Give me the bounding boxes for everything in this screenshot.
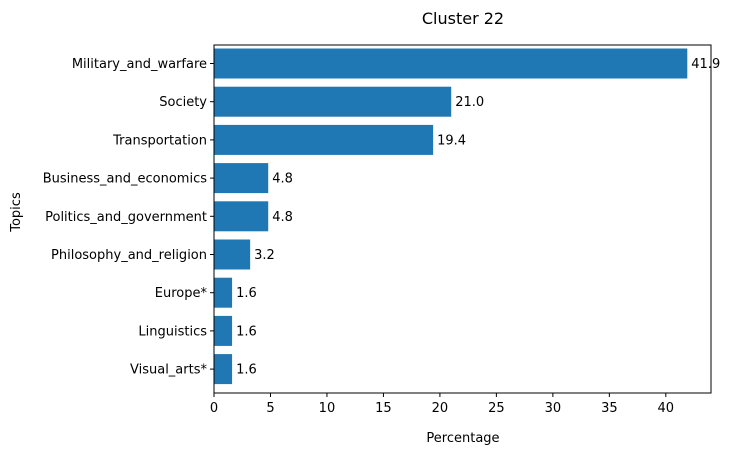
bar-value-label: 19.4 xyxy=(437,133,466,148)
bar-value-label: 1.6 xyxy=(236,324,257,339)
bar-value-label: 21.0 xyxy=(455,95,484,110)
y-tick-label: Society xyxy=(159,95,207,110)
bar-value-label: 4.8 xyxy=(272,210,293,225)
y-axis-label: Topics xyxy=(9,192,24,233)
y-tick-label: Philosophy_and_religion xyxy=(51,248,207,263)
y-tick-label: Europe* xyxy=(155,286,208,301)
y-tick-label: Business_and_economics xyxy=(43,172,207,187)
bar xyxy=(214,124,434,155)
bar-value-label: 3.2 xyxy=(254,248,275,263)
x-tick-label: 5 xyxy=(266,401,274,416)
y-tick-label: Politics_and_government xyxy=(45,210,207,225)
bar xyxy=(214,315,233,346)
x-tick-label: 20 xyxy=(432,401,449,416)
x-tick-label: 30 xyxy=(545,401,562,416)
plot-frame xyxy=(213,44,712,394)
x-tick-label: 25 xyxy=(488,401,505,416)
bar-value-label: 1.6 xyxy=(236,286,257,301)
x-tick-label: 35 xyxy=(601,401,618,416)
value-labels-layer: 41.9 21.0 19.4 4.8 4.8 3.2 1.6 1.6 1.6 xyxy=(236,57,720,378)
bar xyxy=(214,48,688,79)
x-axis: 0 5 10 15 20 25 30 35 40 xyxy=(210,393,674,416)
bar xyxy=(214,163,269,194)
y-axis: Military_and_warfare Society Transportatio… xyxy=(43,57,214,378)
bar xyxy=(214,86,452,117)
y-tick-label: Visual_arts* xyxy=(130,363,207,378)
bar xyxy=(214,277,233,308)
bar-value-label: 41.9 xyxy=(691,57,720,72)
chart-title: Cluster 22 xyxy=(422,9,504,28)
bar xyxy=(214,239,251,270)
bar-value-label: 4.8 xyxy=(272,172,293,187)
y-tick-label: Linguistics xyxy=(138,324,207,339)
y-tick-label: Military_and_warfare xyxy=(72,57,207,72)
y-tick-label: Transportation xyxy=(112,133,207,148)
x-tick-label: 40 xyxy=(658,401,675,416)
x-tick-label: 10 xyxy=(319,401,336,416)
bar xyxy=(214,354,233,385)
x-tick-label: 0 xyxy=(210,401,218,416)
bar-value-label: 1.6 xyxy=(236,363,257,378)
x-tick-label: 15 xyxy=(375,401,392,416)
bars-layer xyxy=(214,48,688,385)
bar xyxy=(214,201,269,232)
x-axis-label: Percentage xyxy=(426,431,499,446)
